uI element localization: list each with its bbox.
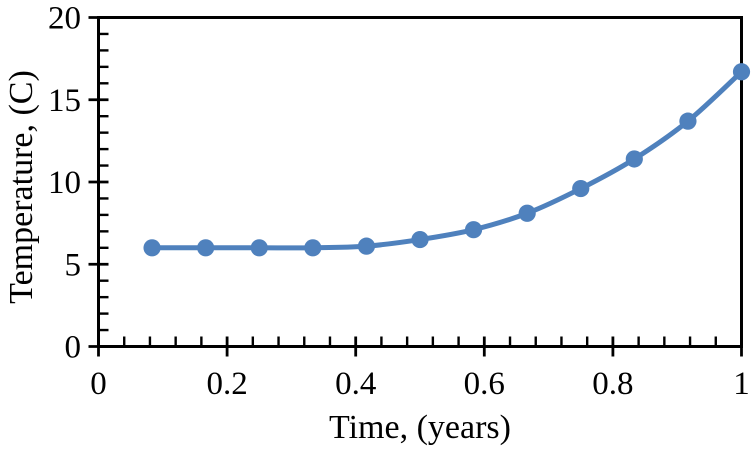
- data-point-marker: [572, 179, 590, 198]
- x-tick-label: 0: [90, 366, 107, 402]
- data-point-marker: [250, 239, 268, 257]
- x-tick-label: 0.4: [335, 366, 376, 402]
- temperature-series-line: [149, 69, 744, 251]
- x-tick-label: 0.8: [592, 366, 633, 402]
- data-point-marker: [143, 239, 161, 257]
- x-tick-label: 1: [733, 366, 750, 402]
- data-point-marker: [625, 150, 643, 168]
- y-tick-label: 10: [48, 165, 81, 201]
- y-tick-label: 0: [65, 330, 82, 366]
- y-tick-label: 15: [48, 83, 81, 119]
- x-tick-label: 0.2: [206, 366, 247, 402]
- data-point-marker: [679, 112, 697, 130]
- data-point-marker: [732, 63, 751, 81]
- data-point-marker: [197, 239, 215, 257]
- data-point-marker: [357, 237, 376, 255]
- data-point-marker: [411, 230, 429, 249]
- data-point-marker: [304, 239, 322, 257]
- x-tick-label: 0.6: [464, 366, 505, 402]
- data-point-marker: [464, 221, 483, 239]
- y-tick-label: 20: [48, 1, 81, 37]
- plot-border: [97, 16, 743, 348]
- x-axis-title: Time, (years): [329, 409, 511, 446]
- data-point-marker: [518, 204, 536, 222]
- y-tick-label: 5: [65, 247, 82, 283]
- y-axis-title: Temperature, (C): [3, 70, 40, 304]
